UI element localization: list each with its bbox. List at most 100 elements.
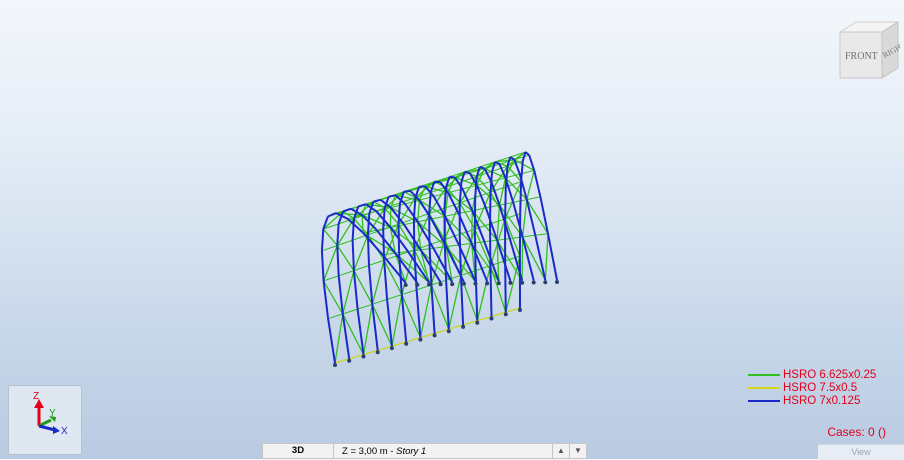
arch-rib-member[interactable] [505, 261, 506, 312]
support-node[interactable] [447, 329, 451, 333]
brace-member[interactable] [354, 235, 368, 271]
purlin-member[interactable] [343, 309, 358, 314]
brace-member[interactable] [362, 215, 363, 233]
brace-member[interactable] [418, 200, 420, 222]
base-tie-member[interactable] [463, 321, 477, 325]
base-tie-member[interactable] [392, 342, 406, 346]
support-node[interactable] [461, 325, 465, 329]
purlin-member[interactable] [369, 260, 384, 265]
brace-member[interactable] [522, 237, 523, 281]
support-node[interactable] [504, 312, 508, 316]
arch-rib-member[interactable] [368, 235, 369, 266]
base-tie-member[interactable] [364, 350, 378, 354]
brace-member[interactable] [545, 234, 548, 281]
support-node[interactable] [415, 283, 419, 287]
base-tie-member[interactable] [506, 308, 520, 312]
purlin-member[interactable] [339, 271, 354, 276]
purlin-member[interactable] [472, 242, 485, 244]
support-node[interactable] [520, 281, 524, 285]
base-tie-member[interactable] [406, 338, 420, 342]
arch-rib-member[interactable] [328, 213, 336, 216]
support-node[interactable] [390, 346, 394, 350]
brace-member[interactable] [523, 237, 546, 280]
support-node[interactable] [450, 282, 454, 286]
support-node[interactable] [439, 282, 443, 286]
arch-rib-member[interactable] [465, 172, 470, 173]
base-tie-member[interactable] [335, 359, 349, 363]
base-tie-member[interactable] [378, 346, 392, 350]
arch-rib-member[interactable] [505, 187, 506, 219]
arch-rib-member[interactable] [534, 170, 540, 196]
purlin-member[interactable] [372, 299, 387, 304]
arch-rib-member[interactable] [520, 182, 521, 214]
brace-member[interactable] [523, 200, 527, 237]
brace-member[interactable] [497, 205, 499, 240]
purlin-member[interactable] [387, 295, 402, 300]
brace-member[interactable] [343, 271, 354, 314]
purlin-member[interactable] [419, 196, 433, 200]
arch-rib-member[interactable] [476, 271, 478, 321]
support-node[interactable] [427, 283, 431, 287]
arch-rib-member[interactable] [527, 200, 536, 236]
brace-member[interactable] [323, 229, 337, 245]
purlin-member[interactable] [535, 234, 548, 236]
base-tie-member[interactable] [420, 333, 434, 337]
support-node[interactable] [474, 282, 478, 286]
arch-rib-member[interactable] [535, 235, 545, 280]
arch-rib-member[interactable] [337, 246, 338, 276]
arch-rib-member[interactable] [353, 219, 354, 241]
base-tie-member[interactable] [492, 312, 506, 316]
arch-rib-member[interactable] [322, 251, 324, 281]
support-node[interactable] [362, 355, 366, 359]
base-tie-member[interactable] [449, 325, 463, 329]
arch-rib-member[interactable] [490, 266, 491, 317]
purlin-member[interactable] [358, 304, 373, 309]
arch-rib-member[interactable] [450, 177, 455, 178]
base-tie-member[interactable] [477, 317, 491, 321]
arch-rib-member[interactable] [404, 191, 410, 192]
support-node[interactable] [418, 338, 422, 342]
arch-rib-member[interactable] [328, 319, 335, 363]
level-up-button[interactable]: ▲ [552, 444, 569, 458]
support-node[interactable] [433, 333, 437, 337]
support-node[interactable] [518, 308, 522, 312]
support-node[interactable] [532, 281, 536, 285]
support-node[interactable] [555, 280, 559, 284]
purlin-member[interactable] [404, 222, 418, 225]
arch-rib-member[interactable] [526, 152, 530, 155]
arch-rib-member[interactable] [495, 162, 499, 164]
support-node[interactable] [404, 283, 408, 287]
purlin-member[interactable] [328, 314, 343, 319]
support-node[interactable] [543, 280, 547, 284]
base-tie-member[interactable] [435, 329, 449, 333]
brace-member[interactable] [527, 170, 534, 199]
arch-rib-member[interactable] [548, 234, 557, 280]
support-node[interactable] [485, 281, 489, 285]
arch-rib-member[interactable] [377, 230, 395, 253]
arch-rib-member[interactable] [337, 224, 338, 246]
brace-member[interactable] [324, 246, 338, 281]
support-node[interactable] [490, 317, 494, 321]
brace-member[interactable] [392, 295, 402, 347]
story-level-selector[interactable]: Z = 3,00 m - Story 1 [334, 446, 552, 457]
arch-rib-member[interactable] [368, 213, 369, 234]
view-mode-label[interactable]: 3D [263, 444, 334, 458]
arch-rib-member[interactable] [387, 299, 392, 346]
brace-member[interactable] [372, 260, 384, 304]
arch-rib-member[interactable] [510, 157, 514, 160]
support-node[interactable] [462, 282, 466, 286]
arch-rib-member[interactable] [486, 208, 497, 240]
purlin-member[interactable] [431, 216, 445, 219]
arch-rib-member[interactable] [374, 200, 381, 202]
brace-member[interactable] [337, 246, 354, 271]
support-node[interactable] [347, 359, 351, 363]
purlin-member[interactable] [527, 197, 541, 200]
purlin-member[interactable] [445, 214, 459, 217]
support-node[interactable] [376, 350, 380, 354]
arch-rib-member[interactable] [460, 234, 461, 275]
brace-member[interactable] [335, 314, 343, 363]
brace-member[interactable] [364, 304, 373, 354]
arch-rib-member[interactable] [322, 229, 323, 251]
arch-rib-member[interactable] [389, 195, 396, 196]
view-cube[interactable]: FRONT RIGHT [836, 18, 900, 82]
